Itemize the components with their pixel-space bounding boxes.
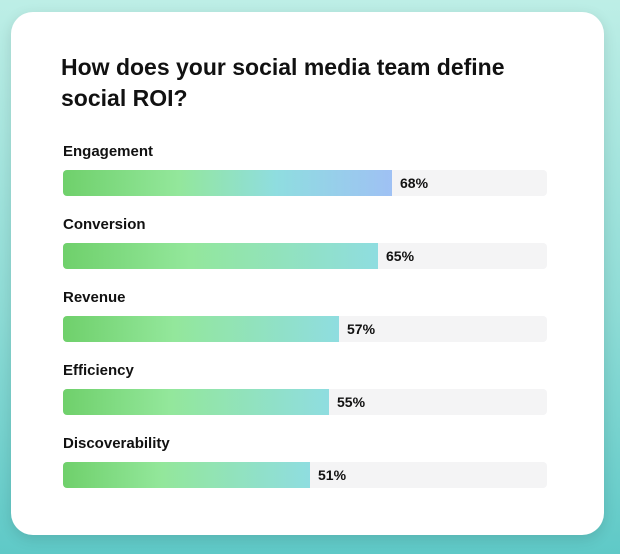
value-label: 51% [318, 467, 347, 483]
bar-row: Engagement 68% [63, 142, 547, 215]
bar-track: 55% [63, 389, 547, 415]
bar-list: Engagement 68% Conversion 65% Revenue 57% Effi… [63, 142, 547, 507]
bar-track: 57% [63, 316, 547, 342]
chart-title: How does your social media team define s… [61, 54, 505, 111]
bar [63, 462, 310, 488]
bar-track: 65% [63, 243, 547, 269]
value-label: 65% [386, 248, 415, 264]
bar [63, 389, 329, 415]
bar-track: 51% [63, 462, 547, 488]
category-label: Efficiency [63, 362, 134, 379]
chart-card: How does your social media team define s… [11, 12, 604, 535]
category-label: Discoverability [63, 435, 170, 452]
bar-row: Discoverability 51% [63, 434, 547, 507]
bar-row: Conversion 65% [63, 215, 547, 288]
bar [63, 316, 339, 342]
value-label: 55% [337, 394, 366, 410]
category-label: Conversion [63, 216, 146, 233]
category-label: Revenue [63, 289, 126, 306]
bar-row: Efficiency 55% [63, 361, 547, 434]
category-label: Engagement [63, 143, 154, 160]
bar-track: 68% [63, 170, 547, 196]
value-label: 68% [400, 175, 429, 191]
bar [63, 170, 392, 196]
bar [63, 243, 378, 269]
value-label: 57% [347, 321, 376, 337]
bar-row: Revenue 57% [63, 288, 547, 361]
